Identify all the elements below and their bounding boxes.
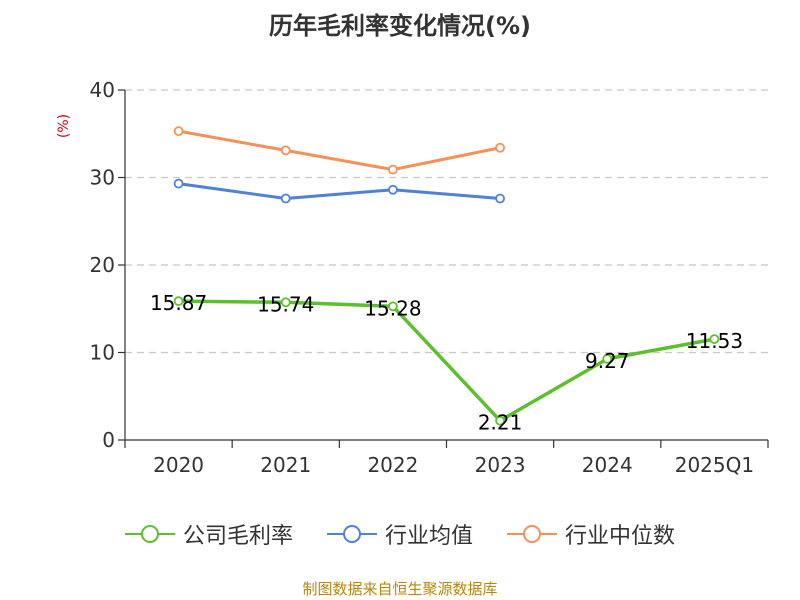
data-point (388, 184, 398, 195)
legend-marker (140, 525, 159, 543)
chart-title: 历年毛利率变化情况(%) (269, 12, 531, 40)
data-point (280, 193, 291, 204)
data-point (280, 145, 291, 156)
legend-item: 行业中位数 (507, 518, 675, 550)
series-line-2 (178, 129, 501, 172)
legend-marker (523, 525, 541, 543)
legend-marker (342, 525, 361, 543)
data-point (173, 178, 184, 189)
x-tick-label: 2025Q1 (675, 453, 754, 477)
x-tick-label: 2024 (582, 453, 633, 477)
data-label: 2.21 (478, 411, 523, 435)
data-point (495, 142, 505, 153)
legend-swatch (507, 525, 557, 543)
legend-item: 行业均值 (326, 518, 473, 550)
y-tick-label: 20 (90, 253, 115, 277)
data-point (495, 193, 505, 204)
x-tick-label: 2021 (260, 453, 311, 477)
data-point (602, 353, 613, 364)
y-unit-label: (%) (56, 114, 72, 138)
source-note: 制图数据来自恒生聚源数据库 (302, 580, 498, 598)
data-point (388, 164, 398, 175)
y-tick-label: 0 (102, 428, 115, 452)
legend-label: 行业均值 (384, 524, 473, 549)
data-point (173, 126, 184, 137)
legend-label: 行业中位数 (565, 524, 676, 549)
legend-swatch (124, 525, 175, 543)
series-line-1 (178, 182, 501, 200)
series-line-0 (178, 299, 715, 423)
data-point (173, 296, 184, 307)
data-point (388, 301, 398, 312)
data-label: 9.27 (585, 349, 630, 373)
legend-swatch (326, 525, 377, 543)
legend: 公司毛利率 行业均值 行业中位数 (0, 518, 800, 550)
data-label: 11.53 (686, 329, 743, 353)
y-tick-label: 40 (90, 78, 115, 102)
y-tick-label: 30 (90, 166, 115, 190)
x-tick-label: 2020 (153, 453, 204, 477)
data-label: 15.74 (257, 292, 314, 316)
legend-label: 公司毛利率 (182, 524, 293, 549)
data-point (280, 297, 291, 308)
x-tick-label: 2022 (367, 453, 418, 477)
data-point (709, 334, 720, 345)
data-label: 15.28 (364, 296, 421, 320)
y-tick-label: 10 (90, 341, 115, 365)
x-tick-label: 2023 (475, 453, 526, 477)
legend-item: 公司毛利率 (124, 518, 293, 550)
data-label: 15.87 (150, 291, 207, 315)
data-point (495, 415, 505, 426)
